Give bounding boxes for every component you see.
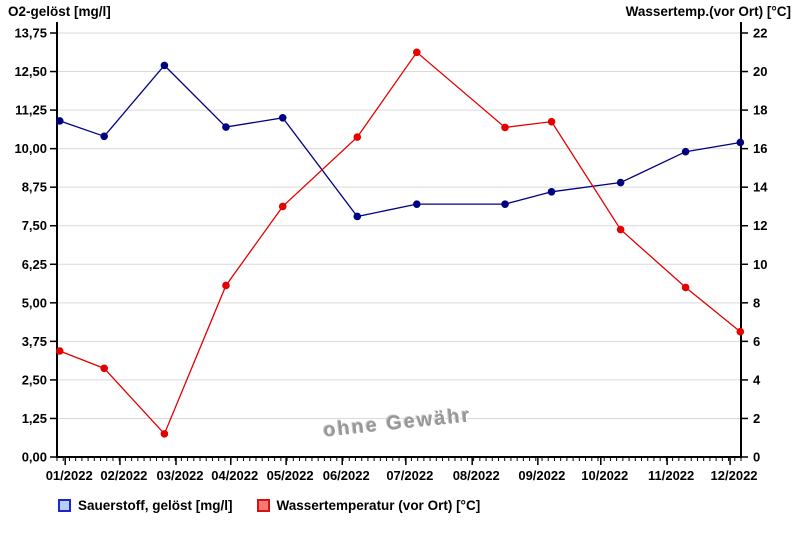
data-point	[222, 281, 230, 290]
legend-label-wassertemperatur: Wassertemperatur (vor Ort) [°C]	[276, 498, 481, 513]
legend-item-sauerstoff: Sauerstoff, gelöst [mg/l]	[58, 498, 233, 513]
svg-text:18: 18	[753, 103, 767, 118]
left-axis-title: O2-gelöst [mg/l]	[8, 4, 111, 19]
svg-text:11/2022: 11/2022	[648, 468, 694, 483]
svg-text:2,50: 2,50	[22, 372, 47, 387]
svg-text:11,25: 11,25	[15, 103, 47, 118]
svg-text:20: 20	[753, 64, 767, 79]
svg-text:1,25: 1,25	[22, 411, 47, 426]
x-axis-ticks: 01/2022 02/2022 03/2022 04/2022 05/2022 06/20…	[46, 457, 758, 483]
svg-text:4: 4	[753, 372, 761, 387]
data-point	[353, 133, 362, 141]
svg-text:08/2022: 08/2022	[453, 468, 500, 483]
series-sauerstoff	[55, 61, 745, 221]
data-point	[547, 188, 556, 196]
svg-text:10: 10	[753, 257, 767, 272]
legend-item-wassertemperatur: Wassertemperatur (vor Ort) [°C]	[256, 498, 481, 513]
svg-text:04/2022: 04/2022	[211, 468, 258, 483]
svg-text:05/2022: 05/2022	[267, 468, 314, 483]
svg-text:16: 16	[753, 141, 767, 156]
legend-swatch-wassertemperatur-icon	[256, 499, 270, 512]
svg-text:01/2022: 01/2022	[46, 468, 93, 483]
data-point	[55, 117, 64, 125]
data-point	[547, 117, 556, 126]
data-point	[736, 327, 745, 336]
data-point	[222, 123, 230, 131]
svg-text:0: 0	[753, 450, 760, 465]
svg-text:12/2022: 12/2022	[711, 468, 758, 483]
svg-text:02/2022: 02/2022	[100, 468, 147, 483]
data-point	[160, 61, 169, 70]
svg-text:3,75: 3,75	[22, 334, 47, 349]
svg-text:13,75: 13,75	[14, 26, 47, 41]
data-point	[736, 138, 745, 147]
data-point	[160, 430, 169, 438]
svg-text:6,25: 6,25	[22, 257, 47, 272]
data-point	[278, 202, 287, 211]
svg-text:12,50: 12,50	[14, 64, 47, 79]
data-point	[501, 200, 509, 208]
left-axis-ticks: 0,00 1,25 2,50 3,75 5,00 6,25 7,50 8,75 10,00 11,…	[14, 26, 57, 465]
gridlines	[57, 32, 741, 419]
svg-text:10,00: 10,00	[14, 141, 47, 156]
data-point	[412, 48, 421, 57]
svg-text:07/2022: 07/2022	[386, 468, 433, 483]
right-axis-title: Wassertemp.(vor Ort) [°C]	[625, 4, 791, 19]
svg-text:8: 8	[753, 295, 760, 310]
data-point	[616, 178, 625, 187]
svg-text:2: 2	[753, 411, 760, 426]
data-point	[278, 114, 287, 122]
svg-text:03/2022: 03/2022	[157, 468, 204, 483]
svg-text:12: 12	[753, 218, 767, 233]
svg-text:10/2022: 10/2022	[581, 468, 628, 483]
right-axis-ticks: 0 2 4 6 8 10 12 14 16 18 20 22	[741, 26, 768, 465]
series-wassertemperatur	[55, 48, 745, 438]
svg-text:6: 6	[753, 334, 760, 349]
legend: Sauerstoff, gelöst [mg/l] Wassertemperat…	[58, 498, 480, 513]
x-axis-minor-ticks	[56, 457, 742, 461]
svg-text:7,50: 7,50	[22, 218, 47, 233]
data-point	[55, 347, 64, 355]
svg-text:0,00: 0,00	[22, 450, 47, 465]
svg-text:06/2022: 06/2022	[323, 468, 370, 483]
svg-text:09/2022: 09/2022	[518, 468, 565, 483]
legend-label-sauerstoff: Sauerstoff, gelöst [mg/l]	[78, 498, 233, 513]
axes	[56, 22, 742, 458]
data-point	[616, 225, 625, 234]
svg-text:22: 22	[753, 26, 767, 41]
svg-text:14: 14	[753, 180, 768, 195]
svg-text:8,75: 8,75	[22, 180, 47, 195]
data-point	[100, 132, 108, 141]
svg-text:5,00: 5,00	[22, 295, 47, 310]
data-point	[353, 212, 362, 221]
data-point	[681, 147, 690, 156]
data-point	[681, 283, 690, 292]
data-point	[412, 200, 421, 208]
data-point	[501, 123, 509, 132]
data-point	[100, 364, 108, 373]
legend-swatch-sauerstoff-icon	[58, 499, 71, 512]
